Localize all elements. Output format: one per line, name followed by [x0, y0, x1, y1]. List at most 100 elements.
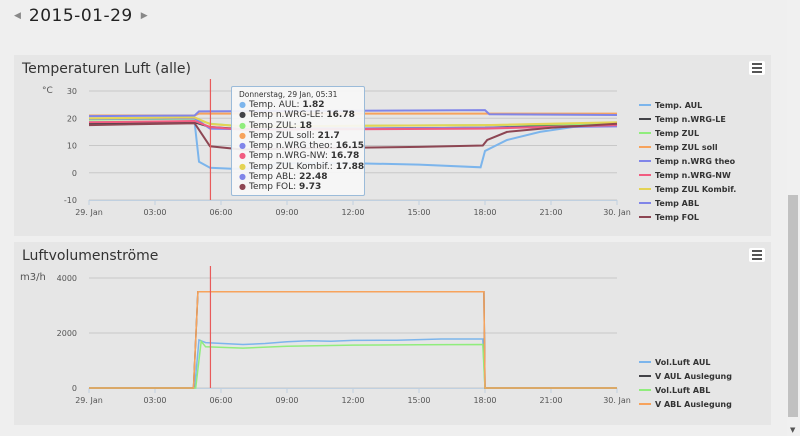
y-axis-unit: °C [42, 86, 53, 96]
series-line[interactable] [88, 119, 618, 131]
x-tick-label: 15:00 [407, 396, 430, 405]
tooltip-row: ● Temp ABL: 22.48 [239, 172, 364, 182]
legend-item[interactable]: Temp ZUL [655, 129, 699, 138]
chart-svg: m3/h 4000 2000 0 29. Jan 03:00 06:00 09:00 12:00… [20, 266, 732, 409]
series-dot-icon: ● [239, 182, 246, 192]
tooltip-header: Donnerstag, 29 Jan, 05:31 [239, 90, 338, 99]
legend-item[interactable]: Temp n.WRG-NW [655, 171, 731, 180]
tooltip-label: Temp. AUL: [248, 100, 300, 110]
tooltip-label: Temp ZUL: [248, 120, 297, 131]
x-tick-label: 15:00 [407, 208, 430, 217]
legend-item[interactable]: Vol.Luft ABL [655, 386, 710, 395]
chart-svg: °C 30 20 10 0 -10 29. Jan 03:00 06:00 09:00 12:00 1… [42, 79, 736, 222]
tooltip-row: ● Temp ZUL Kombif.: 17.88 [239, 162, 364, 172]
legend-item[interactable]: Temp ZUL Kombif. [655, 185, 736, 194]
chart-title: Luftvolumenströme [22, 248, 159, 264]
tooltip-value: 16.15 [335, 141, 365, 152]
x-tick-label: 06:00 [209, 208, 232, 217]
legend-item[interactable]: Temp ZUL soll [655, 143, 718, 152]
y-tick-label: 2000 [57, 329, 77, 338]
tooltip-row: ● Temp n.WRG-LE: 16.78 [239, 110, 364, 120]
series-line[interactable] [89, 338, 617, 389]
current-date: 2015-01-29 [28, 6, 133, 26]
legend-item[interactable]: Temp FOL [655, 213, 699, 222]
y-tick-label: 30 [67, 87, 77, 96]
caret-right-icon[interactable]: ▶ [140, 11, 148, 21]
series-dot-icon: ● [239, 172, 246, 182]
tooltip-value: 22.48 [299, 172, 328, 183]
legend-item[interactable]: Temp ABL [655, 199, 699, 208]
x-tick-label: 12:00 [341, 208, 364, 217]
y-tick-label: 0 [72, 169, 77, 178]
x-tick-label: 18:00 [473, 208, 496, 217]
x-tick-label: 21:00 [539, 208, 562, 217]
series-line[interactable] [89, 291, 617, 389]
tooltip-value: 1.82 [302, 100, 325, 110]
legend-item[interactable]: V AUL Auslegung [655, 372, 732, 381]
tooltip-label: Temp ZUL Kombif.: [248, 161, 333, 172]
x-tick-label: 30. Jan [603, 396, 631, 405]
x-tick-label: 18:00 [473, 396, 496, 405]
x-tick-label: 29. Jan [75, 208, 103, 217]
legend-item[interactable]: Temp. AUL [655, 101, 702, 110]
x-tick-label: 12:00 [341, 396, 364, 405]
series-line[interactable] [89, 339, 617, 389]
x-tick-label: 03:00 [143, 396, 166, 405]
tooltip: Donnerstag, 29 Jan, 05:31 ● Temp. AUL: 1.… [231, 86, 365, 196]
tooltip-value: 21.7 [317, 130, 340, 141]
x-tick-label: 09:00 [275, 208, 298, 217]
date-navigator: ◀ 2015-01-29 ▶ [14, 6, 148, 26]
tooltip-label: Temp ABL: [248, 172, 297, 183]
tooltip-row: ● Temp FOL: 9.73 [239, 182, 364, 192]
tooltip-label: Temp n.WRG-LE: [248, 110, 324, 121]
legend-item[interactable]: Temp n.WRG-LE [655, 115, 726, 124]
tooltip-value: 18 [299, 120, 313, 131]
x-tick-label: 21:00 [539, 396, 562, 405]
tooltip-label: Temp n.WRG-NW: [248, 151, 328, 162]
tooltip-value: 17.88 [335, 161, 365, 172]
x-tick-label: 06:00 [209, 396, 232, 405]
y-axis-unit: m3/h [20, 272, 46, 283]
series-dot-icon: ● [239, 120, 246, 130]
y-tick-label: 20 [67, 114, 77, 123]
series-line[interactable] [88, 122, 618, 151]
series-dot-icon: ● [239, 110, 246, 120]
chart-menu-button[interactable] [749, 248, 765, 262]
scroll-down-icon[interactable]: ▼ [790, 426, 796, 434]
temperature-chart-panel: Temperaturen Luft (alle) °C 30 20 10 0 -10 29.… [14, 55, 771, 236]
y-tick-label: 10 [67, 142, 77, 151]
tooltip-value: 9.73 [299, 182, 322, 193]
series-dot-icon: ● [239, 151, 246, 161]
tooltip-row: ● Temp n.WRG-NW: 16.78 [239, 151, 364, 161]
caret-left-icon[interactable]: ◀ [14, 11, 21, 21]
x-tick-label: 30. Jan [603, 208, 631, 217]
series-dot-icon: ● [239, 141, 246, 151]
tooltip-label: Temp FOL: [248, 182, 297, 193]
legend-item[interactable]: Temp n.WRG theo [655, 157, 736, 166]
chart-title: Temperaturen Luft (alle) [22, 61, 191, 77]
x-tick-label: 09:00 [275, 396, 298, 405]
legend-item[interactable]: Vol.Luft AUL [655, 358, 710, 367]
tooltip-row: ● Temp. AUL: 1.82 [239, 100, 364, 110]
series-dot-icon: ● [239, 100, 246, 109]
tooltip-row: ● Temp ZUL soll: 21.7 [239, 131, 364, 141]
series-dot-icon: ● [239, 130, 246, 140]
series-line[interactable] [88, 116, 618, 128]
chart-menu-button[interactable] [749, 61, 765, 75]
tooltip-row: ● Temp n.WRG theo: 16.15 [239, 141, 364, 151]
tooltip-label: Temp n.WRG theo: [248, 141, 333, 152]
tooltip-label: Temp ZUL soll: [248, 130, 315, 141]
y-tick-label: -10 [64, 196, 77, 205]
y-tick-label: 4000 [57, 274, 77, 283]
tooltip-value: 16.78 [326, 110, 355, 121]
x-tick-label: 29. Jan [75, 396, 103, 405]
x-tick-label: 03:00 [143, 208, 166, 217]
legend-item[interactable]: V ABL Auslegung [655, 400, 732, 409]
airflow-chart-panel: Luftvolumenströme m3/h 4000 2000 0 29. Jan 03… [14, 242, 771, 425]
scrollbar[interactable]: ▼ [787, 0, 800, 436]
tooltip-value: 16.78 [330, 151, 360, 162]
y-tick-label: 0 [72, 384, 77, 393]
scrollbar-thumb[interactable] [788, 195, 798, 417]
series-dot-icon: ● [239, 161, 246, 171]
tooltip-row: ● Temp ZUL: 18 [239, 121, 364, 131]
